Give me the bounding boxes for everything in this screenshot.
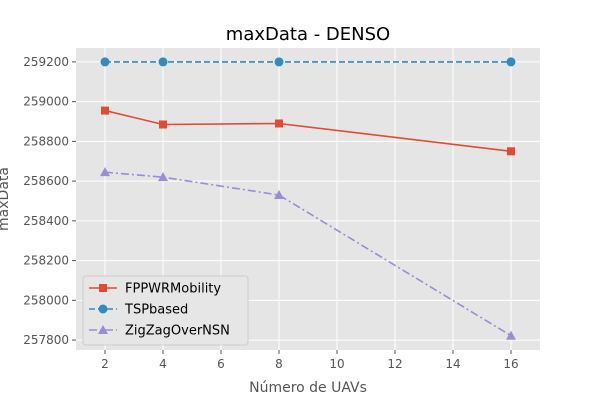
x-axis-label: Número de UAVs [249,380,367,396]
legend-marker [99,284,107,292]
data-point [158,172,168,182]
data-point [274,57,284,67]
series-FPPWRMobility [101,106,515,156]
y-ticks: 257800 258000 258200 258400 258600 258800 2590… [23,55,76,347]
legend-box [82,275,249,346]
x-tick-label: 10 [329,357,344,371]
legend-marker [98,325,108,334]
y-axis-label: maxData [0,167,12,231]
series-TSPbased [100,57,516,67]
y-tick-label: 259200 [23,55,69,69]
x-ticks: 2 4 6 8 10 12 14 16 [101,350,519,371]
data-point [159,120,167,129]
x-tick-label: 12 [387,357,402,371]
data-point [100,167,110,177]
data-point [100,57,110,67]
series-layer [100,57,516,340]
data-point [158,57,168,67]
x-tick-label: 14 [445,357,460,371]
x-tick-label: 4 [159,357,167,371]
legend-item: FPPWRMobility [89,282,221,297]
data-point [275,119,283,128]
data-point [101,106,109,115]
series-line [104,171,512,337]
legend-item: ZigZagOverNSN [89,324,230,339]
data-point [274,190,284,200]
data-point [506,57,516,67]
chart-title: maxData - DENSO [226,24,390,45]
legend-label: ZigZagOverNSN [125,324,230,339]
y-tick-label: 258000 [23,293,69,307]
y-tick-label: 258400 [23,214,69,228]
y-tick-label: 258800 [23,134,69,148]
legend-marker [98,304,108,314]
x-tick-label: 16 [503,357,518,371]
legend-label: TSPbased [124,303,188,318]
series-ZigZagOverNSN [100,167,516,340]
data-point [507,147,515,156]
y-tick-label: 258200 [23,254,69,268]
data-point [506,330,516,340]
y-tick-label: 258600 [23,174,69,188]
y-tick-label: 257800 [23,333,69,347]
legend: FPPWRMobility TSPbased ZigZagOverNSN [82,275,249,346]
legend-label: FPPWRMobility [125,282,221,297]
series-line [104,109,512,153]
x-tick-label: 2 [101,357,109,371]
legend-item: TSPbased [89,303,188,318]
x-tick-label: 8 [275,357,283,371]
x-tick-label: 6 [217,357,225,371]
y-tick-label: 259000 [23,95,69,109]
